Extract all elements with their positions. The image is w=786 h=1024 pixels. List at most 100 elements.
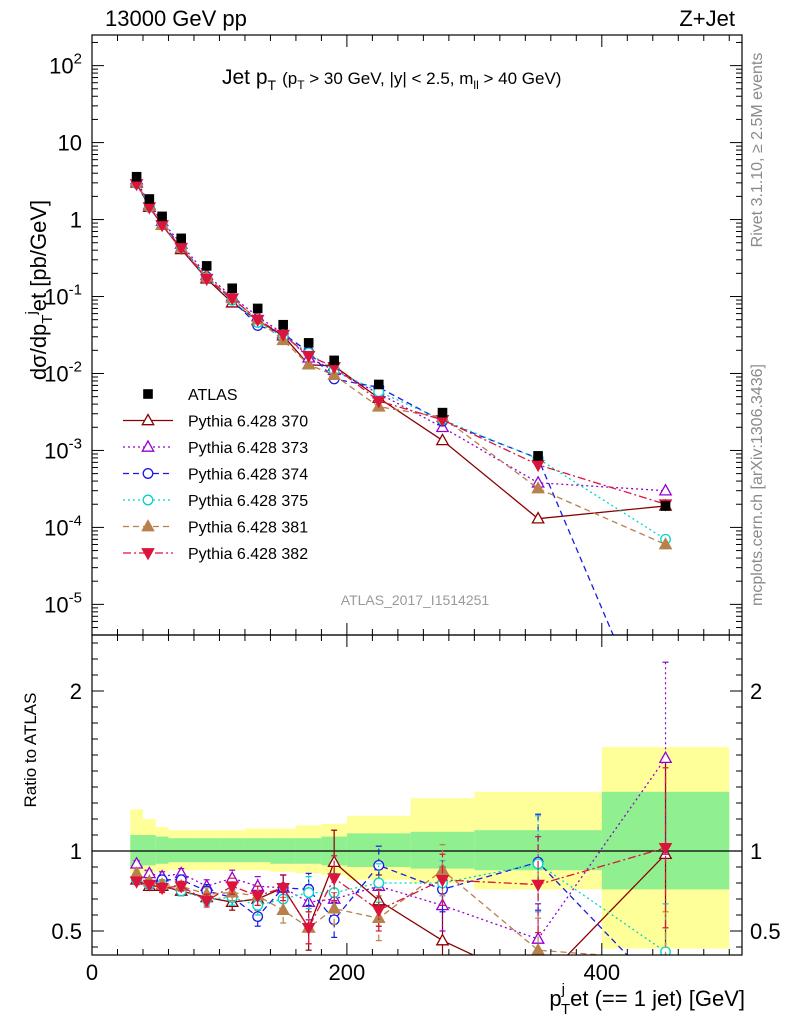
ratio-point-pythia-6-428-373 [658,750,673,764]
series-line-pythia-6-428-382 [136,183,666,505]
ratio-point-pythia-6-428-382 [531,879,545,892]
y-tick-label: 1 [70,208,82,233]
ratio-point-pythia-6-428-370 [435,933,450,946]
legend-marker [141,439,155,452]
ratio-band-inner [155,836,169,864]
ratio-point-pythia-6-428-381 [531,942,545,955]
legend-marker [141,413,155,426]
axes-frames: 0 200 400 10-5 10-4 10-3 10-2 10-1 1 10 102 0.5 0.5 1… [44,34,781,985]
legend-marker [141,519,155,532]
legend-label: Pythia 6.428 374 [188,467,308,484]
analysis-watermark: ATLAS_2017_I1514251 [341,592,490,608]
title-main: Jet p [222,66,268,89]
ratio-panel [92,661,742,989]
ratio-y-axis-label: Ratio to ATLAS [21,693,40,808]
legend-label: Pythia 6.428 382 [188,546,308,563]
atlas-data-point [303,338,314,348]
ratio-point-pythia-6-428-382 [129,876,144,889]
ratio-point-pythia-6-428-381 [276,902,290,916]
atlas-data-point [131,171,142,182]
y-tick-label: 102 [49,51,82,79]
ratio-point-pythia-6-428-382 [155,882,169,896]
series-point-pythia-6-428-381 [301,357,316,370]
ratio-y-tick-label: 2 [70,679,82,704]
series-point-pythia-6-428-382 [250,314,265,328]
series-point-pythia-6-428-370 [435,433,450,446]
ratio-y-tick-label-right: 2 [750,679,762,704]
ylabel-post: et [pb/GeV] [26,200,51,311]
atlas-data-point [660,501,671,511]
ratio-band-inner [193,838,220,863]
series-point-pythia-6-428-382 [225,293,240,306]
atlas-data-point [373,379,384,390]
y-tick-label: 10-3 [44,435,82,463]
x-axis-label: pj Tet (== 1 jet) [GeV] [549,981,745,1018]
xlabel-rest: et (== 1 jet) [GeV] [570,986,745,1011]
energy-label: 13000 GeV pp [105,6,247,31]
atlas-data-point [144,194,155,204]
ratio-y-tick-label: 0.5 [51,919,82,944]
atlas-data-point [252,303,263,314]
xlabel-sub: T [561,1001,570,1018]
atlas-data-point [533,451,543,461]
series-point-pythia-6-428-382 [276,329,290,342]
atlas-data-point [201,261,212,271]
legend-label: Pythia 6.428 375 [188,493,308,510]
ratio-point-pythia-6-428-382 [225,881,240,894]
ratio-point-pythia-6-428-382 [174,881,189,894]
ratio-point-pythia-6-428-375 [373,877,385,889]
y-tick-label: 10-2 [44,358,82,386]
x-tick-label: 200 [329,960,366,985]
ratio-y-tick-label-right: 0.5 [750,919,781,944]
ratio-point-pythia-6-428-381 [327,901,341,914]
y-tick-label: 10 [58,131,82,156]
ratio-line-pythia-6-428-382 [136,847,666,930]
atlas-data-point [176,233,187,244]
y-axis-label: dσ/dpTjet [pb/GeV] [23,200,56,380]
ratio-band-inner [142,835,156,866]
title-main-sub: T [268,77,277,93]
y-tick-label: 10-1 [44,282,82,310]
ylabel-pre: dσ/dp [26,324,51,380]
main-panel [129,171,673,635]
ratio-point-pythia-6-428-382 [276,882,290,896]
title-cut-mid: > 30 GeV, |y| < 2.5, m [305,69,474,88]
rivet-label: Rivet 3.1.10, ≥ 2.5M events [749,53,766,248]
ratio-point-pythia-6-428-373 [225,870,240,884]
ratio-point-pythia-6-428-382 [250,890,265,904]
title-cut-close: > 40 GeV) [479,69,562,88]
legend-marker [143,389,153,399]
plot-title: Jet pT (pT > 30 GeV, |y| < 2.5, mll > 40 … [222,66,561,93]
y-tick-label: 10-4 [44,512,82,540]
series-point-pythia-6-428-370 [531,511,545,524]
ratio-band-inner [244,838,271,863]
ratio-point-pythia-6-428-382 [199,895,214,908]
ratio-band-inner [219,838,245,863]
series-point-pythia-6-428-382 [371,396,386,409]
ratio-point-pythia-6-428-382 [371,905,386,918]
xlabel-sup: j [561,981,565,998]
legend-label: Pythia 6.428 373 [188,440,308,457]
process-label: Z+Jet [679,6,735,31]
ratio-point-pythia-6-428-382 [658,842,673,856]
title-cut-open: (p [282,69,297,88]
ratio-band-inner [168,838,194,863]
ratio-y-tick-label: 1 [70,839,82,864]
xlabel-p: p [549,986,561,1011]
series-point-pythia-6-428-373 [658,483,673,496]
series-line-pythia-6-428-381 [136,181,666,546]
y-tick-label: 10-5 [44,589,82,617]
ratio-frame [91,634,743,956]
ratio-point-pythia-6-428-370 [532,979,543,989]
legend-marker [142,468,154,479]
ratio-point-pythia-6-428-375 [303,887,315,899]
series-point-pythia-6-428-381 [327,367,341,381]
atlas-data-point [278,319,288,330]
legend-marker [142,494,154,506]
x-tick-label: 400 [583,960,620,985]
atlas-data-point [329,355,339,366]
series-point-pythia-6-428-381 [531,481,545,494]
ratio-point-pythia-6-428-374 [252,911,264,923]
x-tick-label: 0 [86,960,98,985]
atlas-data-point [157,211,167,222]
